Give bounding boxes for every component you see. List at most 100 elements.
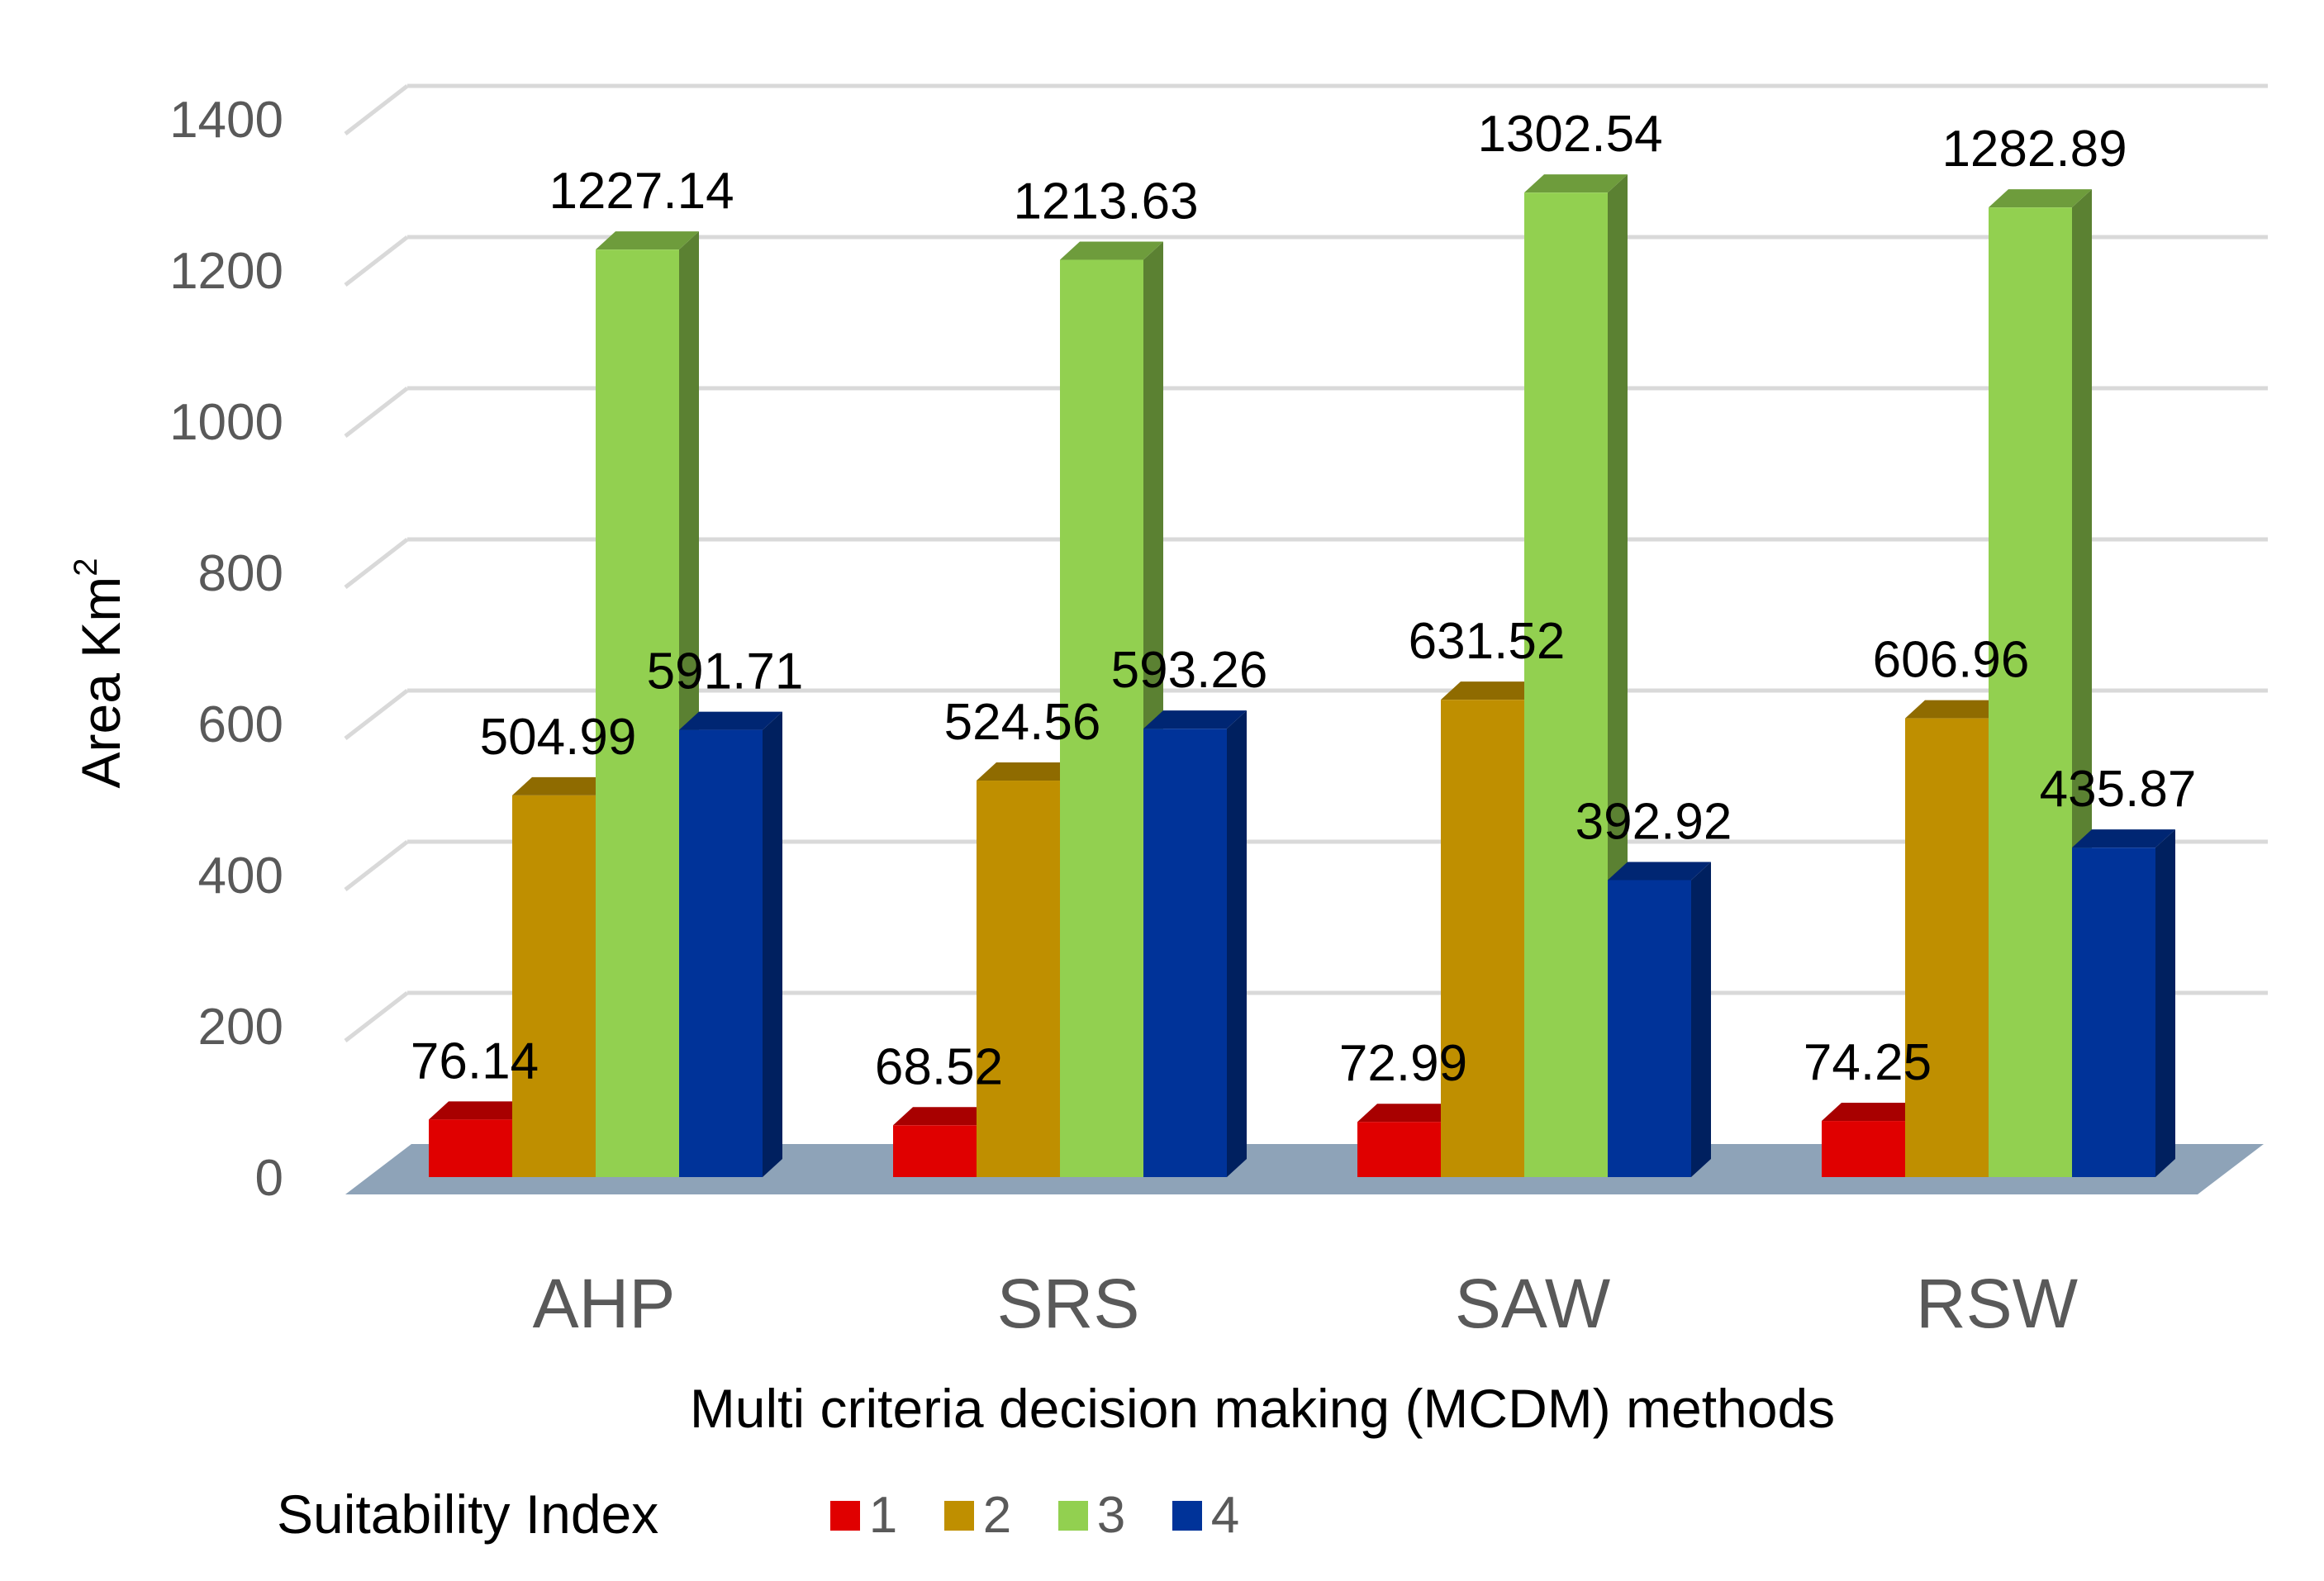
data-label-AHP-3: 1227.14	[549, 163, 734, 220]
data-label-SAW-4: 392.92	[1575, 793, 1732, 850]
data-label-SAW-1: 72.99	[1339, 1035, 1467, 1092]
gridline-side	[344, 84, 409, 135]
x-axis-categories: AHP SRS SAW RSW	[533, 1265, 2078, 1342]
bar-front	[1060, 259, 1143, 1177]
data-label-RSW-4: 435.87	[2040, 761, 2197, 818]
legend-label: 4	[1211, 1487, 1239, 1544]
bar-side	[763, 711, 782, 1177]
floor-plane	[345, 1144, 2264, 1194]
gridline-side	[344, 387, 409, 438]
bar-side	[2155, 829, 2175, 1177]
data-label-RSW-2: 606.96	[1873, 632, 2030, 689]
legend-item-4: 4	[1172, 1487, 1239, 1544]
y-tick-label: 1000	[169, 394, 283, 451]
data-label-SAW-2: 631.52	[1409, 613, 1566, 670]
bar-top	[893, 1107, 996, 1126]
bar-AHP-4	[679, 711, 782, 1177]
bar-SAW-1	[1357, 1104, 1461, 1177]
bar-front	[1989, 207, 2072, 1178]
y-tick-label: 400	[198, 847, 283, 904]
x-axis-title: Multi criteria decision making (MCDM) me…	[690, 1378, 1835, 1439]
bar-top	[977, 762, 1080, 781]
legend-swatch	[944, 1501, 974, 1531]
bar-front	[679, 729, 763, 1177]
bar-RSW-4	[2072, 829, 2175, 1177]
bar-top	[2072, 829, 2175, 848]
gridline-side	[344, 840, 409, 891]
bar-front	[512, 795, 596, 1177]
y-axis-title-superscript: 2	[68, 558, 104, 577]
data-label-AHP-2: 504.99	[480, 709, 637, 766]
category-label-SRS: SRS	[997, 1265, 1140, 1342]
data-label-SRS-1: 68.52	[875, 1038, 1003, 1095]
y-axis-title: Area Km2	[68, 558, 131, 789]
bar-SRS-3	[1060, 241, 1163, 1177]
bar-SAW-4	[1608, 862, 1711, 1177]
legend-swatch	[1058, 1501, 1088, 1531]
gridline-side	[344, 235, 409, 287]
data-label-SRS-4: 593.26	[1111, 642, 1268, 699]
bar-front	[1143, 729, 1227, 1177]
data-label-SRS-2: 524.56	[944, 694, 1101, 751]
bar-top	[1524, 174, 1628, 193]
gridline-side	[344, 538, 409, 589]
bar-SRS-4	[1143, 710, 1247, 1177]
bar-top	[1357, 1104, 1461, 1123]
y-tick-label: 200	[198, 999, 283, 1056]
bar-top	[1608, 862, 1711, 881]
bar-top	[1143, 710, 1247, 729]
bar-top	[596, 231, 699, 250]
legend-swatch	[1172, 1501, 1202, 1531]
gridline-side	[344, 991, 409, 1042]
data-label-RSW-1: 74.25	[1804, 1034, 1932, 1091]
legend-title: Suitability Index	[277, 1484, 658, 1545]
bar-front	[1905, 718, 1989, 1177]
legend-items: 1 2 3 4	[830, 1487, 1239, 1544]
bar-front	[1441, 700, 1524, 1177]
legend-item-1: 1	[830, 1487, 897, 1544]
bar-side	[1691, 862, 1711, 1177]
bar-SAW-3	[1524, 174, 1628, 1177]
bars	[429, 174, 2175, 1178]
category-label-SAW: SAW	[1455, 1265, 1610, 1342]
legend-item-2: 2	[944, 1487, 1011, 1544]
category-label-AHP: AHP	[533, 1265, 676, 1342]
bar-side	[1227, 710, 1247, 1177]
data-label-SRS-3: 1213.63	[1013, 173, 1198, 230]
bar-top	[679, 711, 782, 730]
bar-top	[429, 1101, 532, 1120]
bar-front	[1357, 1122, 1441, 1177]
gridline-side	[344, 689, 409, 740]
data-labels: 76.14 504.99 1227.14 591.71 68.52 524.56 1213.…	[411, 106, 2196, 1095]
bar-front	[893, 1125, 977, 1177]
y-axis-ticks: 0 200 400 600 800 1000 1200 1400	[169, 92, 283, 1207]
bar-top	[1822, 1103, 1925, 1122]
legend-label: 1	[869, 1487, 897, 1544]
bar-front	[1608, 880, 1691, 1177]
data-label-SAW-3: 1302.54	[1477, 106, 1662, 163]
chart-floor	[345, 1144, 2264, 1194]
y-tick-label: 1200	[169, 243, 283, 300]
legend-label: 3	[1097, 1487, 1125, 1544]
data-label-AHP-1: 76.14	[411, 1033, 539, 1090]
legend-swatch	[830, 1501, 860, 1531]
data-label-RSW-3: 1282.89	[1941, 121, 2127, 178]
legend-item-3: 3	[1058, 1487, 1125, 1544]
y-tick-label: 800	[198, 545, 283, 602]
bar-front	[1822, 1121, 1905, 1177]
bar-top	[1989, 189, 2092, 208]
y-tick-label: 0	[255, 1150, 283, 1207]
bar-top	[1060, 241, 1163, 260]
bar-front	[429, 1119, 512, 1177]
bar-top	[512, 776, 615, 795]
y-tick-label: 600	[198, 696, 283, 753]
bar-front	[596, 249, 679, 1178]
category-label-RSW: RSW	[1916, 1265, 2078, 1342]
data-label-AHP-4: 591.71	[647, 643, 804, 700]
legend: Suitability Index 1 2 3 4	[277, 1484, 1239, 1545]
bar-top	[1441, 681, 1544, 700]
bar-top	[1905, 700, 2008, 719]
legend-label: 2	[983, 1487, 1011, 1544]
y-axis-title-main: Area Km	[70, 577, 131, 789]
